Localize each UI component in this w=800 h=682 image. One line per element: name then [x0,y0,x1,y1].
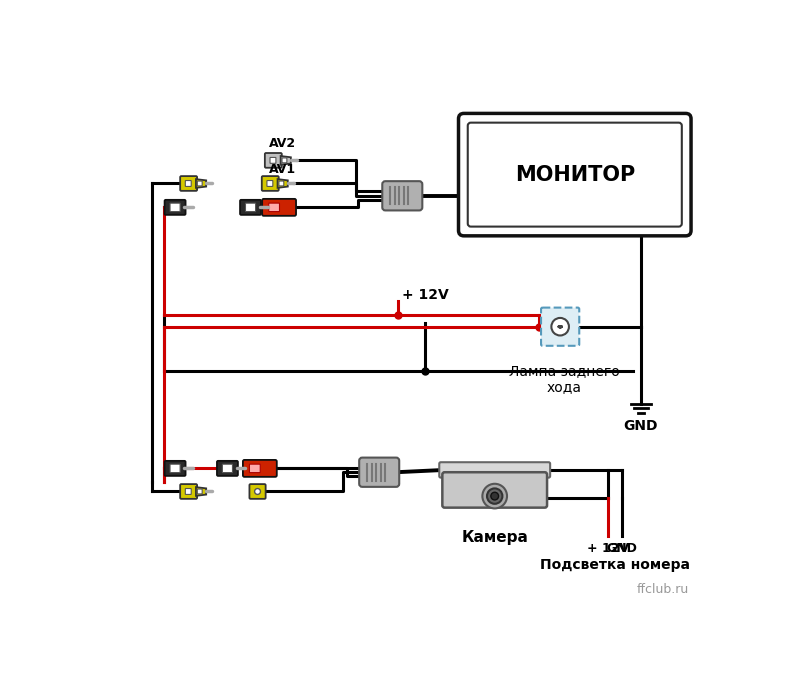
FancyBboxPatch shape [186,488,191,494]
Circle shape [551,318,569,336]
Text: AV2: AV2 [269,137,296,150]
FancyBboxPatch shape [243,460,277,477]
Polygon shape [196,487,206,496]
FancyBboxPatch shape [265,153,282,168]
FancyBboxPatch shape [262,176,278,191]
FancyBboxPatch shape [250,464,260,473]
FancyBboxPatch shape [222,464,233,473]
Text: GND: GND [624,419,658,433]
FancyBboxPatch shape [468,123,682,226]
FancyBboxPatch shape [198,181,202,186]
FancyBboxPatch shape [170,203,180,211]
Text: Камера: Камера [462,530,528,545]
Text: + 12V: + 12V [402,288,449,302]
FancyBboxPatch shape [382,181,422,211]
Text: МОНИТОР: МОНИТОР [514,164,635,185]
FancyBboxPatch shape [458,113,691,236]
Circle shape [487,488,502,504]
FancyBboxPatch shape [165,200,186,215]
Polygon shape [281,156,291,165]
Text: + 12V: + 12V [587,542,629,554]
FancyBboxPatch shape [240,200,261,215]
FancyBboxPatch shape [186,181,191,186]
FancyBboxPatch shape [180,484,197,499]
Polygon shape [196,179,206,188]
FancyBboxPatch shape [267,181,273,186]
FancyBboxPatch shape [250,484,266,499]
Text: ffclub.ru: ffclub.ru [637,583,689,596]
FancyBboxPatch shape [180,176,197,191]
Circle shape [482,484,507,508]
FancyBboxPatch shape [170,464,180,473]
FancyBboxPatch shape [165,461,186,476]
FancyBboxPatch shape [359,458,399,487]
FancyBboxPatch shape [270,158,276,163]
FancyBboxPatch shape [279,181,284,186]
FancyBboxPatch shape [269,203,279,211]
FancyBboxPatch shape [198,489,202,494]
Text: Подсветка номера: Подсветка номера [540,558,690,572]
FancyBboxPatch shape [439,462,550,477]
FancyBboxPatch shape [541,308,579,346]
Circle shape [254,488,261,494]
Text: Лампа заднего
хода: Лампа заднего хода [509,364,619,394]
Text: GND: GND [606,542,637,554]
FancyBboxPatch shape [262,199,296,216]
Circle shape [491,492,498,500]
FancyBboxPatch shape [246,203,255,211]
Text: AV1: AV1 [269,163,296,176]
FancyBboxPatch shape [442,472,547,507]
Polygon shape [278,179,288,188]
FancyBboxPatch shape [217,461,238,476]
FancyBboxPatch shape [282,158,287,163]
